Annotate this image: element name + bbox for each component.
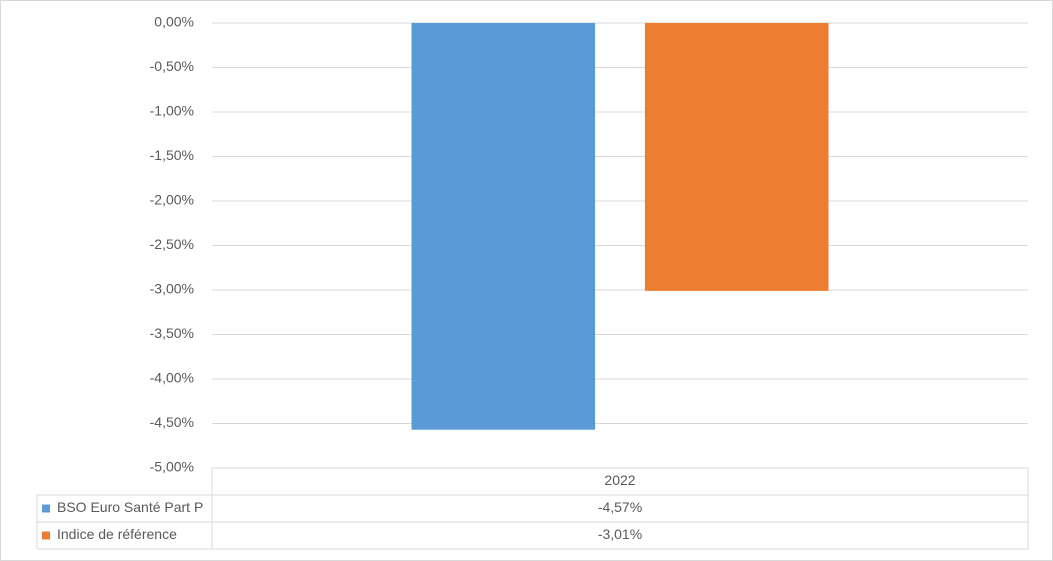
legend-label: Indice de référence — [57, 526, 177, 542]
bar — [411, 23, 596, 430]
legend-label: BSO Euro Santé Part P — [57, 499, 203, 515]
x-tick-label: 2022 — [604, 472, 635, 488]
y-tick-label: -1,50% — [150, 147, 194, 163]
table-value: -4,57% — [598, 499, 642, 515]
y-tick-label: -4,00% — [150, 370, 194, 386]
y-tick-label: -5,00% — [150, 459, 194, 475]
legend-key — [42, 531, 50, 540]
y-tick-label: -1,00% — [150, 103, 194, 119]
y-tick-label: -3,00% — [150, 281, 194, 297]
y-tick-label: 0,00% — [154, 14, 194, 30]
table-value: -3,01% — [598, 526, 642, 542]
bar — [644, 23, 829, 291]
y-tick-label: -2,50% — [150, 236, 194, 252]
y-tick-label: -4,50% — [150, 414, 194, 430]
y-tick-label: -0,50% — [150, 58, 194, 74]
legend-key — [42, 504, 50, 513]
y-tick-label: -2,00% — [150, 192, 194, 208]
y-tick-label: -3,50% — [150, 325, 194, 341]
